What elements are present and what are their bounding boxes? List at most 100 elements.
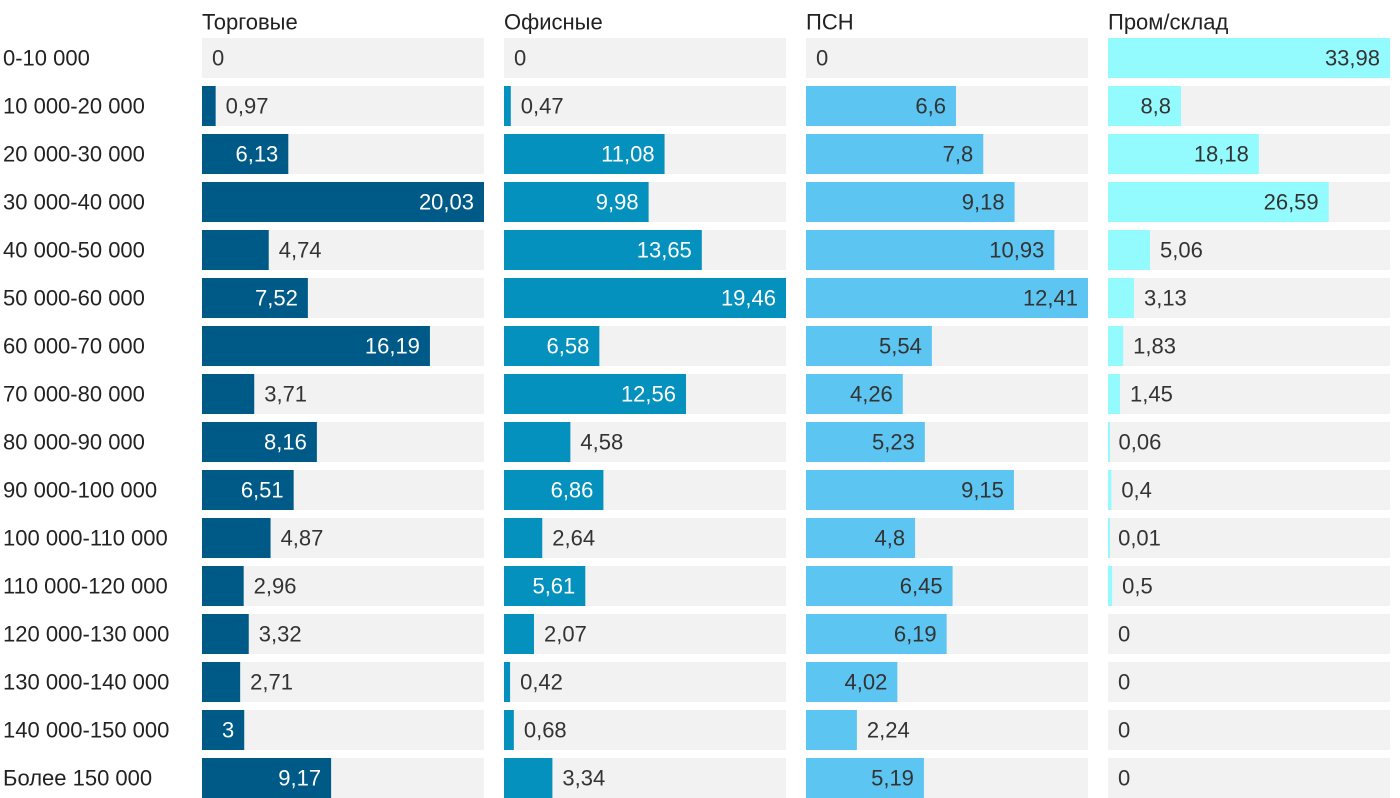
data-label: 0,06 xyxy=(1118,430,1161,455)
category-label: 90 000-100 000 xyxy=(3,478,157,503)
bar xyxy=(806,470,1014,510)
bar xyxy=(806,182,1015,222)
bar-track xyxy=(1108,758,1390,798)
bar-track xyxy=(1108,566,1390,606)
data-label: 0 xyxy=(1118,718,1130,743)
bar-track xyxy=(504,614,786,654)
data-label: 0,01 xyxy=(1118,526,1161,551)
data-label: 6,86 xyxy=(551,478,594,503)
data-label: 10,93 xyxy=(989,238,1044,263)
bar xyxy=(1108,326,1124,366)
bar xyxy=(202,86,216,126)
column-header: ПСН xyxy=(806,10,854,35)
bar xyxy=(1108,566,1113,606)
data-label: 0 xyxy=(1118,766,1130,791)
category-label: 50 000-60 000 xyxy=(3,286,145,311)
bar-track xyxy=(504,710,786,750)
bar xyxy=(504,134,665,174)
category-label: 60 000-70 000 xyxy=(3,334,145,359)
bar-track xyxy=(1108,230,1390,270)
bar-track xyxy=(504,38,786,78)
data-label: 3 xyxy=(222,718,234,743)
bar-track xyxy=(1108,278,1390,318)
bar-track xyxy=(202,614,484,654)
bar-track xyxy=(1108,470,1390,510)
bar xyxy=(1108,470,1112,510)
bar xyxy=(202,134,289,174)
bar xyxy=(504,86,511,126)
data-label: 19,46 xyxy=(721,286,776,311)
bar xyxy=(202,662,241,702)
bar xyxy=(202,566,244,606)
data-label: 11,08 xyxy=(601,142,654,167)
data-label: 2,96 xyxy=(254,574,297,599)
data-label: 0 xyxy=(1118,622,1130,647)
bar-track xyxy=(1108,710,1390,750)
data-label: 4,26 xyxy=(850,382,893,407)
bar xyxy=(202,182,484,222)
bar xyxy=(202,758,332,798)
bar xyxy=(806,422,925,462)
bar xyxy=(504,326,600,366)
data-label: 12,56 xyxy=(621,382,676,407)
bar-track xyxy=(1108,326,1390,366)
bar xyxy=(202,518,271,558)
bar-track xyxy=(202,566,484,606)
bar-track xyxy=(504,662,786,702)
data-label: 2,07 xyxy=(544,622,587,647)
data-label: 3,34 xyxy=(562,766,605,791)
data-label: 0,47 xyxy=(521,94,564,119)
bar-track xyxy=(1108,614,1390,654)
data-label: 9,98 xyxy=(596,190,639,215)
data-label: 3,32 xyxy=(259,622,302,647)
data-label: 20,03 xyxy=(419,190,474,215)
data-label: 33,98 xyxy=(1325,46,1380,71)
category-label: 100 000-110 000 xyxy=(3,526,168,551)
bar xyxy=(504,470,604,510)
data-label: 3,13 xyxy=(1144,286,1187,311)
bar xyxy=(202,710,245,750)
bar xyxy=(806,326,932,366)
data-label: 0 xyxy=(816,46,828,71)
data-label: 5,61 xyxy=(532,574,575,599)
data-label: 4,87 xyxy=(281,526,324,551)
bar xyxy=(202,278,308,318)
category-label: 110 000-120 000 xyxy=(3,574,168,599)
bar xyxy=(1108,86,1182,126)
data-label: 3,71 xyxy=(264,382,307,407)
category-label: 80 000-90 000 xyxy=(3,430,145,455)
data-label: 0,42 xyxy=(520,670,563,695)
bar xyxy=(504,710,514,750)
data-label: 6,6 xyxy=(915,94,946,119)
bar-track xyxy=(202,662,484,702)
category-label: Более 150 000 xyxy=(3,766,152,791)
bar xyxy=(1108,518,1110,558)
bar xyxy=(504,230,702,270)
data-label: 5,19 xyxy=(871,766,914,791)
data-label: 26,59 xyxy=(1264,190,1319,215)
bar-track xyxy=(202,38,484,78)
data-label: 18,18 xyxy=(1194,142,1249,167)
data-label: 0,5 xyxy=(1122,574,1153,599)
category-label: 120 000-130 000 xyxy=(3,622,169,647)
bar-track xyxy=(1108,422,1390,462)
bar xyxy=(1108,278,1134,318)
data-label: 0,97 xyxy=(226,94,269,119)
bar xyxy=(806,230,1055,270)
data-label: 0 xyxy=(1118,670,1130,695)
data-label: 5,06 xyxy=(1160,238,1203,263)
bar xyxy=(504,566,586,606)
bar xyxy=(504,374,687,414)
bar xyxy=(1108,230,1150,270)
bar xyxy=(806,134,984,174)
bar xyxy=(806,278,1088,318)
bar xyxy=(504,422,571,462)
data-label: 6,58 xyxy=(547,334,590,359)
data-label: 5,23 xyxy=(872,430,915,455)
bar xyxy=(202,374,255,414)
category-label: 30 000-40 000 xyxy=(3,190,145,215)
category-label: 20 000-30 000 xyxy=(3,142,145,167)
category-label: 40 000-50 000 xyxy=(3,238,145,263)
bar xyxy=(806,758,924,798)
